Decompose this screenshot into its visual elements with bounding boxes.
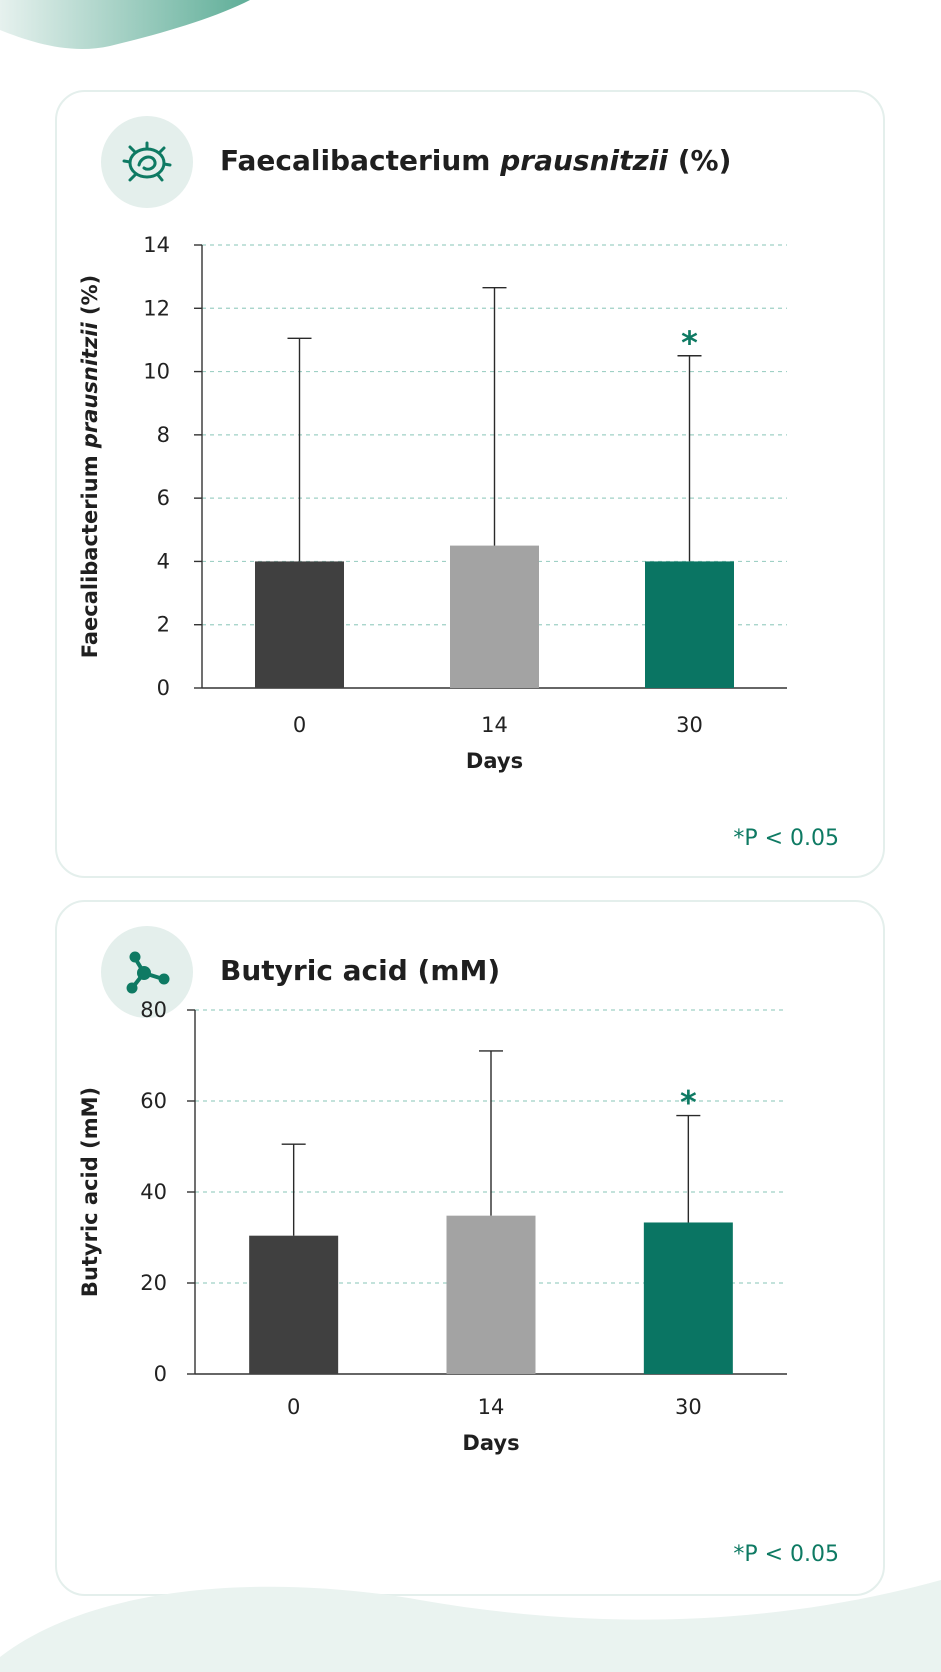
- x-tick-label: 14: [478, 1395, 505, 1419]
- y-tick-label: 4: [157, 549, 170, 573]
- y-axis-title: Butyric acid (mM): [78, 1087, 102, 1297]
- y-tick-label: 12: [143, 296, 170, 320]
- molecule-icon: [101, 926, 193, 1018]
- y-tick-label: 14: [143, 233, 170, 257]
- bar-day-30: [645, 561, 734, 688]
- chart-title: Faecalibacterium prausnitzii (%): [220, 144, 732, 177]
- y-tick-label: 80: [140, 998, 167, 1022]
- y-tick-label: 0: [154, 1362, 167, 1386]
- significance-star: *: [680, 1084, 697, 1122]
- bar-day-14: [446, 1215, 536, 1374]
- x-tick-label: 0: [293, 713, 306, 737]
- bacteria-icon: [101, 116, 193, 208]
- significance-star: *: [681, 324, 698, 362]
- butyric-acid-bar-chart: 0 20 40 60 80 0 14 * 30 Days Butyric acid (mM): [78, 998, 787, 1455]
- x-axis-title: Days: [462, 1431, 519, 1455]
- bar-day-0: [249, 1235, 339, 1374]
- significance-note: *P < 0.05: [733, 1542, 839, 1567]
- x-tick-label: 30: [676, 713, 703, 737]
- significance-note: *P < 0.05: [733, 826, 839, 851]
- fprausnitzii-card: Faecalibacterium prausnitzii (%) 0 2 4 6 8 10…: [55, 90, 885, 878]
- y-tick-label: 10: [143, 360, 170, 384]
- fprausnitzii-bar-chart: 0 2 4 6 8 10 12 14 0 14 * 30 Days Faecalibacterium pr…: [78, 233, 787, 773]
- x-tick-label: 14: [481, 713, 508, 737]
- top-wave-decoration: [0, 0, 250, 49]
- x-axis-title: Days: [466, 749, 523, 773]
- y-tick-label: 2: [157, 613, 170, 637]
- y-tick-label: 40: [140, 1180, 167, 1204]
- y-tick-label: 60: [140, 1089, 167, 1113]
- chart-title: Butyric acid (mM): [220, 954, 501, 987]
- bar-day-14: [450, 545, 539, 688]
- y-tick-label: 6: [157, 486, 170, 510]
- bar-day-0: [255, 561, 344, 688]
- y-tick-label: 20: [140, 1271, 167, 1295]
- x-tick-label: 0: [287, 1395, 300, 1419]
- y-axis-title: Faecalibacterium prausnitzii (%): [78, 275, 102, 659]
- y-tick-label: 8: [157, 423, 170, 447]
- bar-day-30: [643, 1222, 733, 1374]
- butyric-acid-card: Butyric acid (mM) 0 20 40 60 80 0 14 * 30 Days But…: [55, 900, 885, 1596]
- y-tick-label: 0: [157, 676, 170, 700]
- x-tick-label: 30: [675, 1395, 702, 1419]
- bottom-wave-decoration: [0, 1580, 941, 1672]
